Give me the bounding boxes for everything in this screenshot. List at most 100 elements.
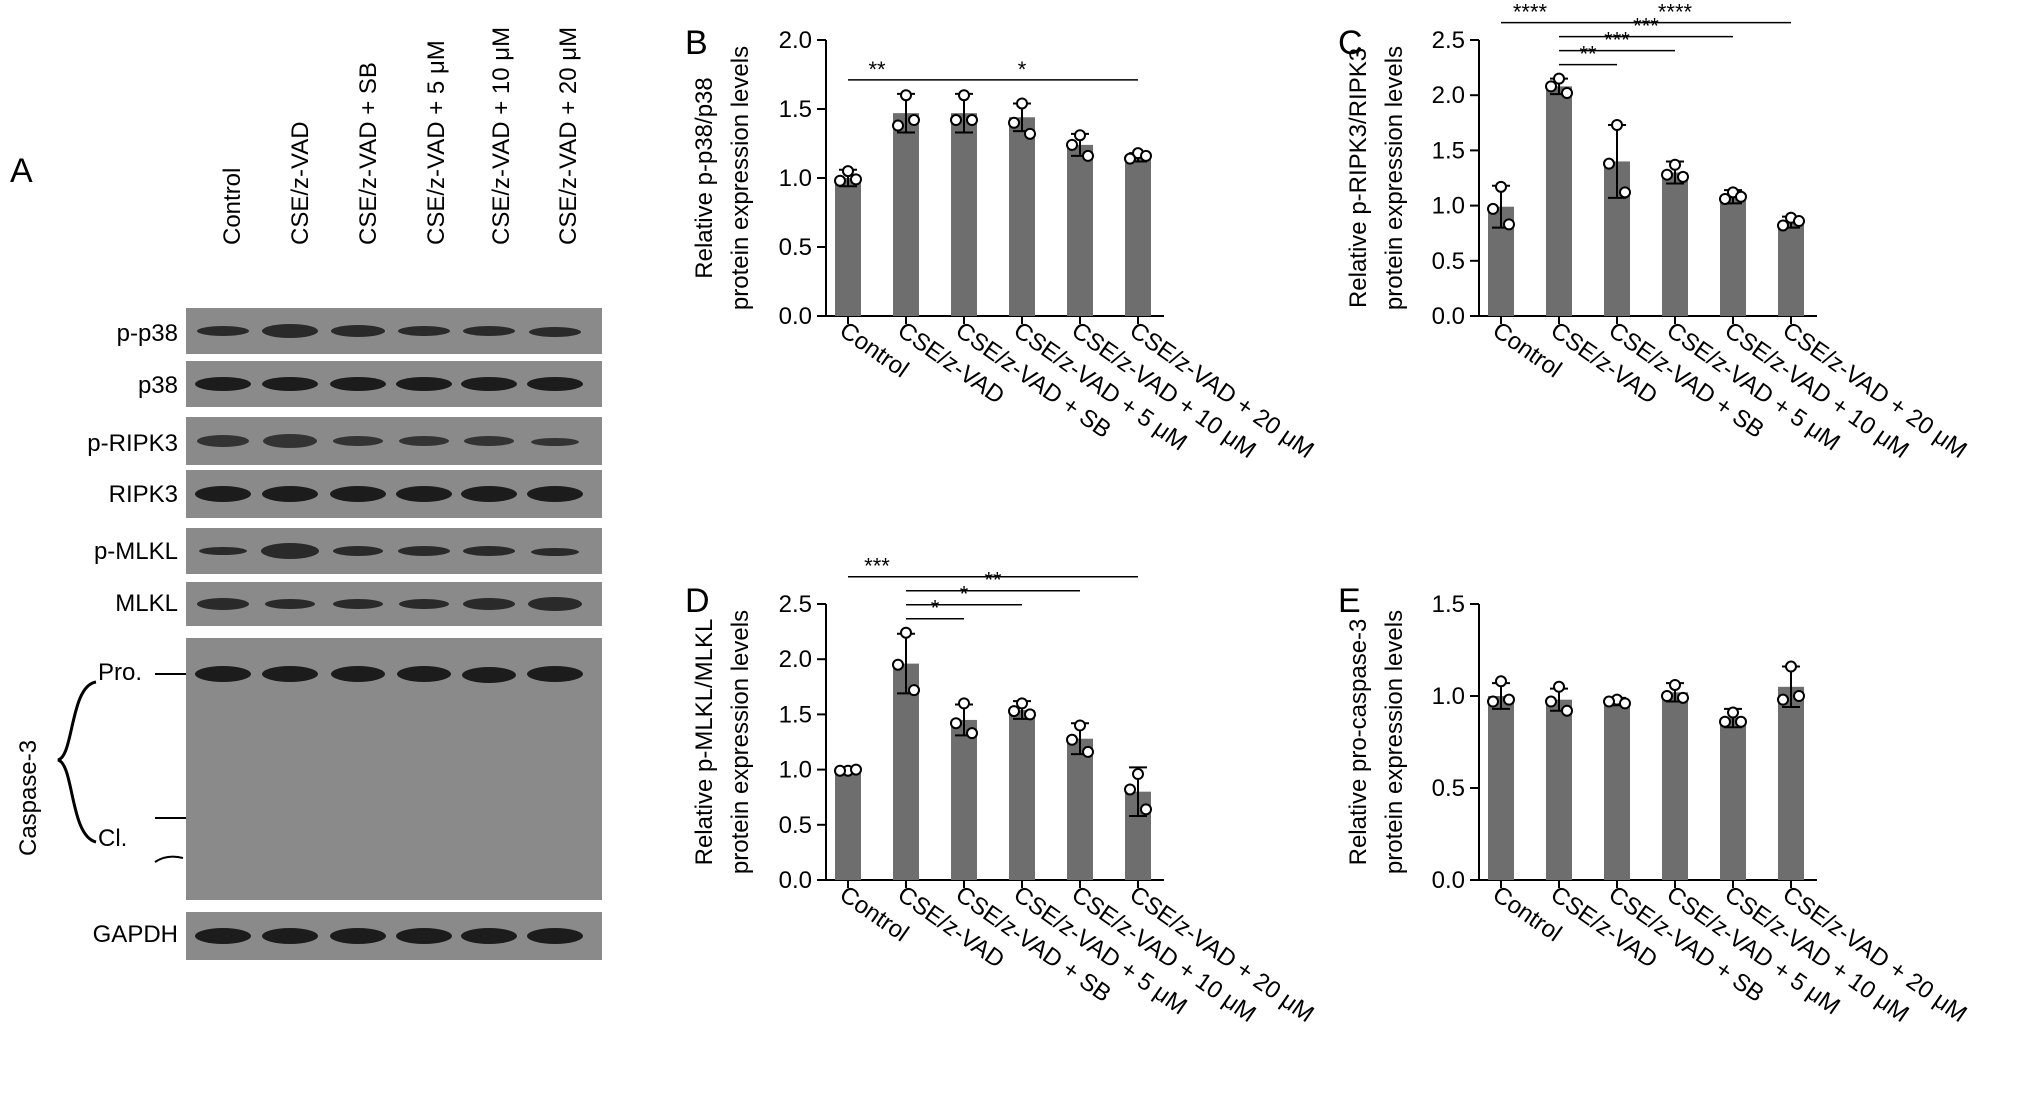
bar: [1662, 692, 1688, 880]
data-point: [1561, 704, 1573, 717]
bar: [1067, 738, 1093, 880]
data-point: [1082, 149, 1094, 162]
bands-p-p38: [197, 324, 581, 338]
data-point: [950, 114, 962, 127]
y-tick-label: 1.5: [779, 96, 812, 123]
data-point: [1008, 116, 1020, 129]
blot-label-ripk3: RIPK3: [109, 481, 178, 508]
bar: [1546, 86, 1572, 316]
bar: [835, 770, 861, 880]
significance-label: **: [868, 57, 886, 82]
data-point: [1561, 86, 1573, 99]
y-axis-title-line-2: protein expression levels: [1381, 46, 1408, 310]
data-point: [1669, 678, 1681, 691]
data-point: [1661, 168, 1673, 181]
data-point: [1719, 715, 1731, 728]
y-axis-title-line-2: protein expression levels: [727, 610, 754, 874]
chart-panel-e: E 0.0 0.5 1.0 1.5 Relative pro-caspase-3 prote…: [1338, 582, 1972, 1028]
bands-mlkl: [197, 597, 582, 611]
data-point: [958, 697, 970, 710]
data-point: [908, 114, 920, 127]
data-point: [1124, 783, 1136, 796]
cleaved-marker-tick: [154, 855, 184, 863]
lane-label-cse-zvad-10um: CSE/z-VAD + 10 μM: [488, 27, 515, 245]
bar: [1009, 117, 1035, 316]
data-point: [950, 717, 962, 730]
significance-label: **: [1579, 42, 1597, 67]
data-point: [1487, 202, 1499, 215]
y-axis-title-line-2: protein expression levels: [1381, 610, 1408, 874]
svg-text:E: E: [1338, 582, 1361, 620]
bar: [1009, 709, 1035, 880]
blot-label-mlkl: MLKL: [115, 590, 178, 617]
blot-strip-caspase-3: [186, 638, 602, 900]
y-axis-title: Relative pro-caspase-3 protein expression…: [1345, 610, 1408, 874]
lane-label-cse-zvad-5um: CSE/z-VAD + 5 μM: [423, 40, 450, 245]
data-point: [1503, 218, 1515, 231]
bar: [1604, 701, 1630, 880]
chart-panel-d: D 0.0 0.5 1.0 1.5 2.0 2.5 Relative p-MLKL/MLKL p…: [685, 554, 1319, 1028]
data-point: [850, 763, 862, 776]
data-point: [1619, 186, 1631, 199]
y-axis-title-line-2: protein expression levels: [727, 46, 754, 310]
y-tick-label: 2.0: [1432, 82, 1465, 109]
data-point: [1793, 215, 1805, 228]
data-point: [966, 727, 978, 740]
data-point: [1785, 660, 1797, 673]
blot-label-p-ripk3: p-RIPK3: [87, 430, 178, 457]
data-point: [958, 89, 970, 102]
y-axis-title: Relative p-RIPK3/RIPK3 protein expression…: [1345, 46, 1408, 310]
blot-label-gapdh: GAPDH: [93, 921, 178, 948]
data-point: [1735, 715, 1747, 728]
data-point: [1611, 119, 1623, 132]
y-tick-label: 2.5: [779, 591, 812, 618]
data-point: [1669, 158, 1681, 171]
panel-a-western-blot: A Control CSE/z-VAD CSE/z-VAD + SB CSE/z…: [10, 27, 602, 960]
y-axis-title: Relative p-p38/p38 protein expression lev…: [691, 46, 754, 310]
data-point: [1545, 695, 1557, 708]
data-point: [1793, 690, 1805, 702]
bar: [835, 178, 861, 316]
bar: [1125, 157, 1151, 316]
data-point: [1553, 72, 1565, 85]
bar: [1067, 144, 1093, 316]
bands-p38: [195, 377, 583, 391]
data-point: [1495, 180, 1507, 193]
data-point: [900, 626, 912, 639]
data-point: [1603, 695, 1615, 708]
data-point: [1140, 149, 1152, 162]
data-point: [1553, 680, 1565, 693]
y-tick-label: 1.0: [779, 757, 812, 784]
data-point: [1661, 690, 1673, 702]
data-point: [1503, 693, 1515, 706]
y-axis-title: Relative p-MLKL/MLKL protein expression l…: [691, 610, 754, 874]
lane-label-cse-zvad: CSE/z-VAD: [287, 121, 314, 245]
significance-label: **: [984, 568, 1002, 593]
y-tick-label: 2.0: [779, 27, 812, 54]
y-tick-label: 2.0: [779, 646, 812, 673]
y-axis-title-line-1: Relative pro-caspase-3: [1345, 619, 1372, 866]
y-tick-label: 0.5: [1432, 775, 1465, 802]
data-point: [1016, 97, 1028, 110]
data-point: [1495, 675, 1507, 688]
chart-panel-c: C 0.0 0.5 1.0 1.5 2.0 2.5 Relative p-RIPK3/RIPK…: [1338, 0, 1972, 464]
lane-label-control: Control: [219, 168, 246, 245]
y-tick-label: 2.5: [1432, 27, 1465, 54]
data-point: [1074, 719, 1086, 732]
bar: [1720, 718, 1746, 880]
bands-gapdh: [195, 928, 583, 944]
y-tick-label: 1.0: [1432, 683, 1465, 710]
data-point: [892, 658, 904, 671]
data-point: [892, 119, 904, 132]
data-point: [1132, 768, 1144, 781]
bar: [1488, 696, 1514, 880]
data-point: [1677, 691, 1689, 704]
bar: [1778, 222, 1804, 316]
chart-panel-b: B 0.0 0.5 1.0 1.5 2.0 Relative p-p38/p38 protei…: [685, 24, 1319, 464]
y-tick-label: 0.5: [1432, 248, 1465, 275]
data-point: [1735, 190, 1747, 203]
significance-label: *: [960, 582, 969, 607]
data-point: [1066, 733, 1078, 746]
bar: [893, 113, 919, 316]
significance-label: ****: [1658, 0, 1693, 25]
